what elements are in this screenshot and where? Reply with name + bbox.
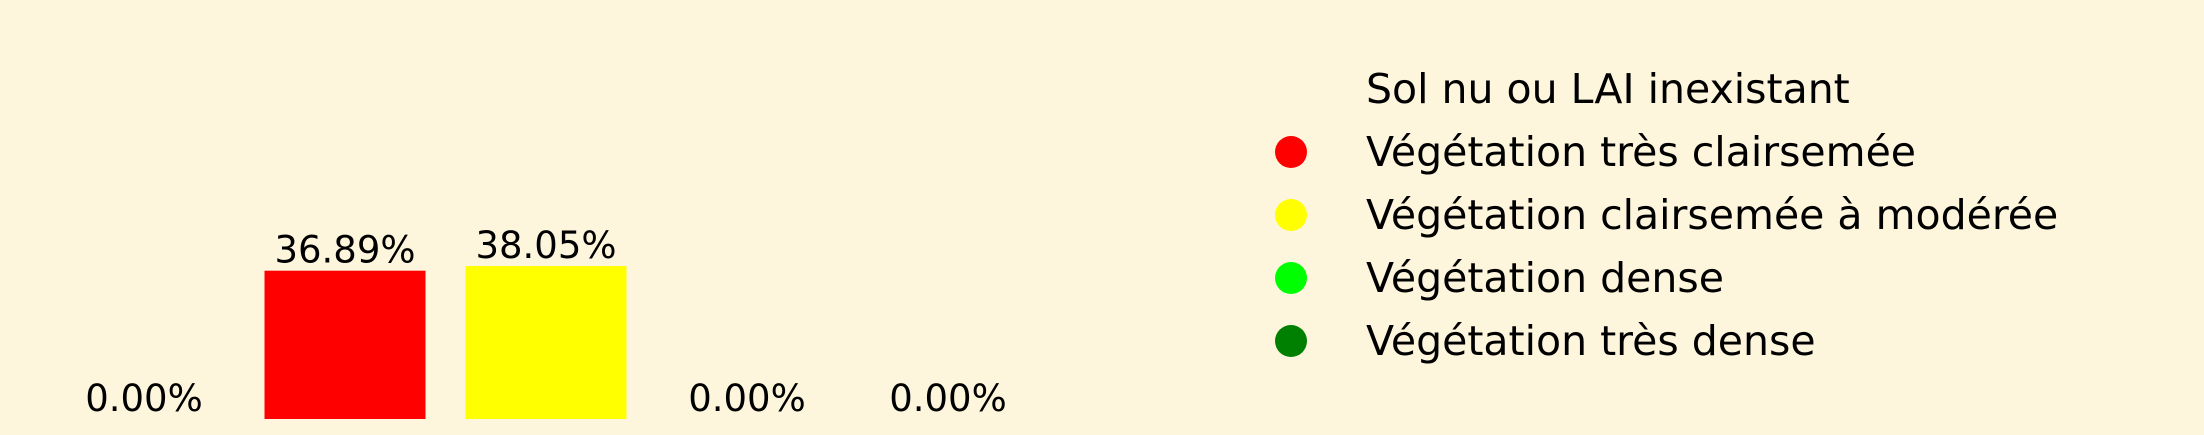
legend-marker-3 <box>1275 199 1307 231</box>
legend-marker-5 <box>1275 325 1307 357</box>
bar-2 <box>264 270 426 419</box>
legend-label-5: Végétation très dense <box>1366 317 1816 365</box>
legend-label-3: Végétation clairsemée à modérée <box>1366 191 2058 239</box>
legend-marker-2 <box>1275 136 1307 168</box>
bar-value-label-4: 0.00% <box>688 377 806 420</box>
value-labels-layer: 0.00% 36.89% 38.05% 0.00% 0.00% <box>85 224 1007 420</box>
legend-item-5: Végétation très dense <box>1275 317 1816 365</box>
legend-item-4: Végétation dense <box>1275 254 1724 302</box>
legend-item-1: Sol nu ou LAI inexistant <box>1275 65 1850 113</box>
legend-marker-4 <box>1275 262 1307 294</box>
legend-label-4: Végétation dense <box>1366 254 1724 302</box>
legend-item-2: Végétation très clairsemée <box>1275 128 1916 176</box>
legend-marker-1 <box>1275 73 1307 105</box>
legend-label-1: Sol nu ou LAI inexistant <box>1366 65 1850 113</box>
bars-layer <box>264 266 627 419</box>
bar-value-label-5: 0.00% <box>889 377 1007 420</box>
legend: Sol nu ou LAI inexistant Végétation très … <box>1275 65 2058 365</box>
bar-value-label-2: 36.89% <box>274 229 415 272</box>
bar-3 <box>465 266 627 419</box>
legend-item-3: Végétation clairsemée à modérée <box>1275 191 2058 239</box>
bar-value-label-1: 0.00% <box>85 377 203 420</box>
bar-value-label-3: 38.05% <box>475 224 616 267</box>
legend-label-2: Végétation très clairsemée <box>1366 128 1916 176</box>
